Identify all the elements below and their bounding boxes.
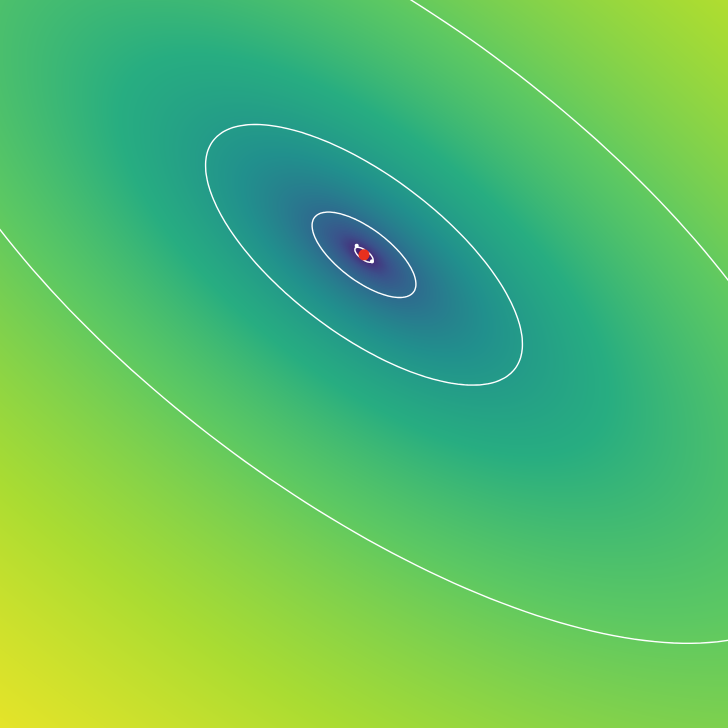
marker-points — [354, 243, 374, 264]
contour-level-3 — [204, 123, 524, 386]
contour-level-1 — [354, 246, 374, 263]
point-sample-2 — [370, 259, 374, 264]
contour-lines — [0, 0, 728, 644]
contour-level-2 — [311, 211, 417, 299]
point-minimum — [358, 249, 370, 261]
point-sample-1 — [354, 243, 359, 248]
contour-level-4 — [0, 0, 728, 644]
